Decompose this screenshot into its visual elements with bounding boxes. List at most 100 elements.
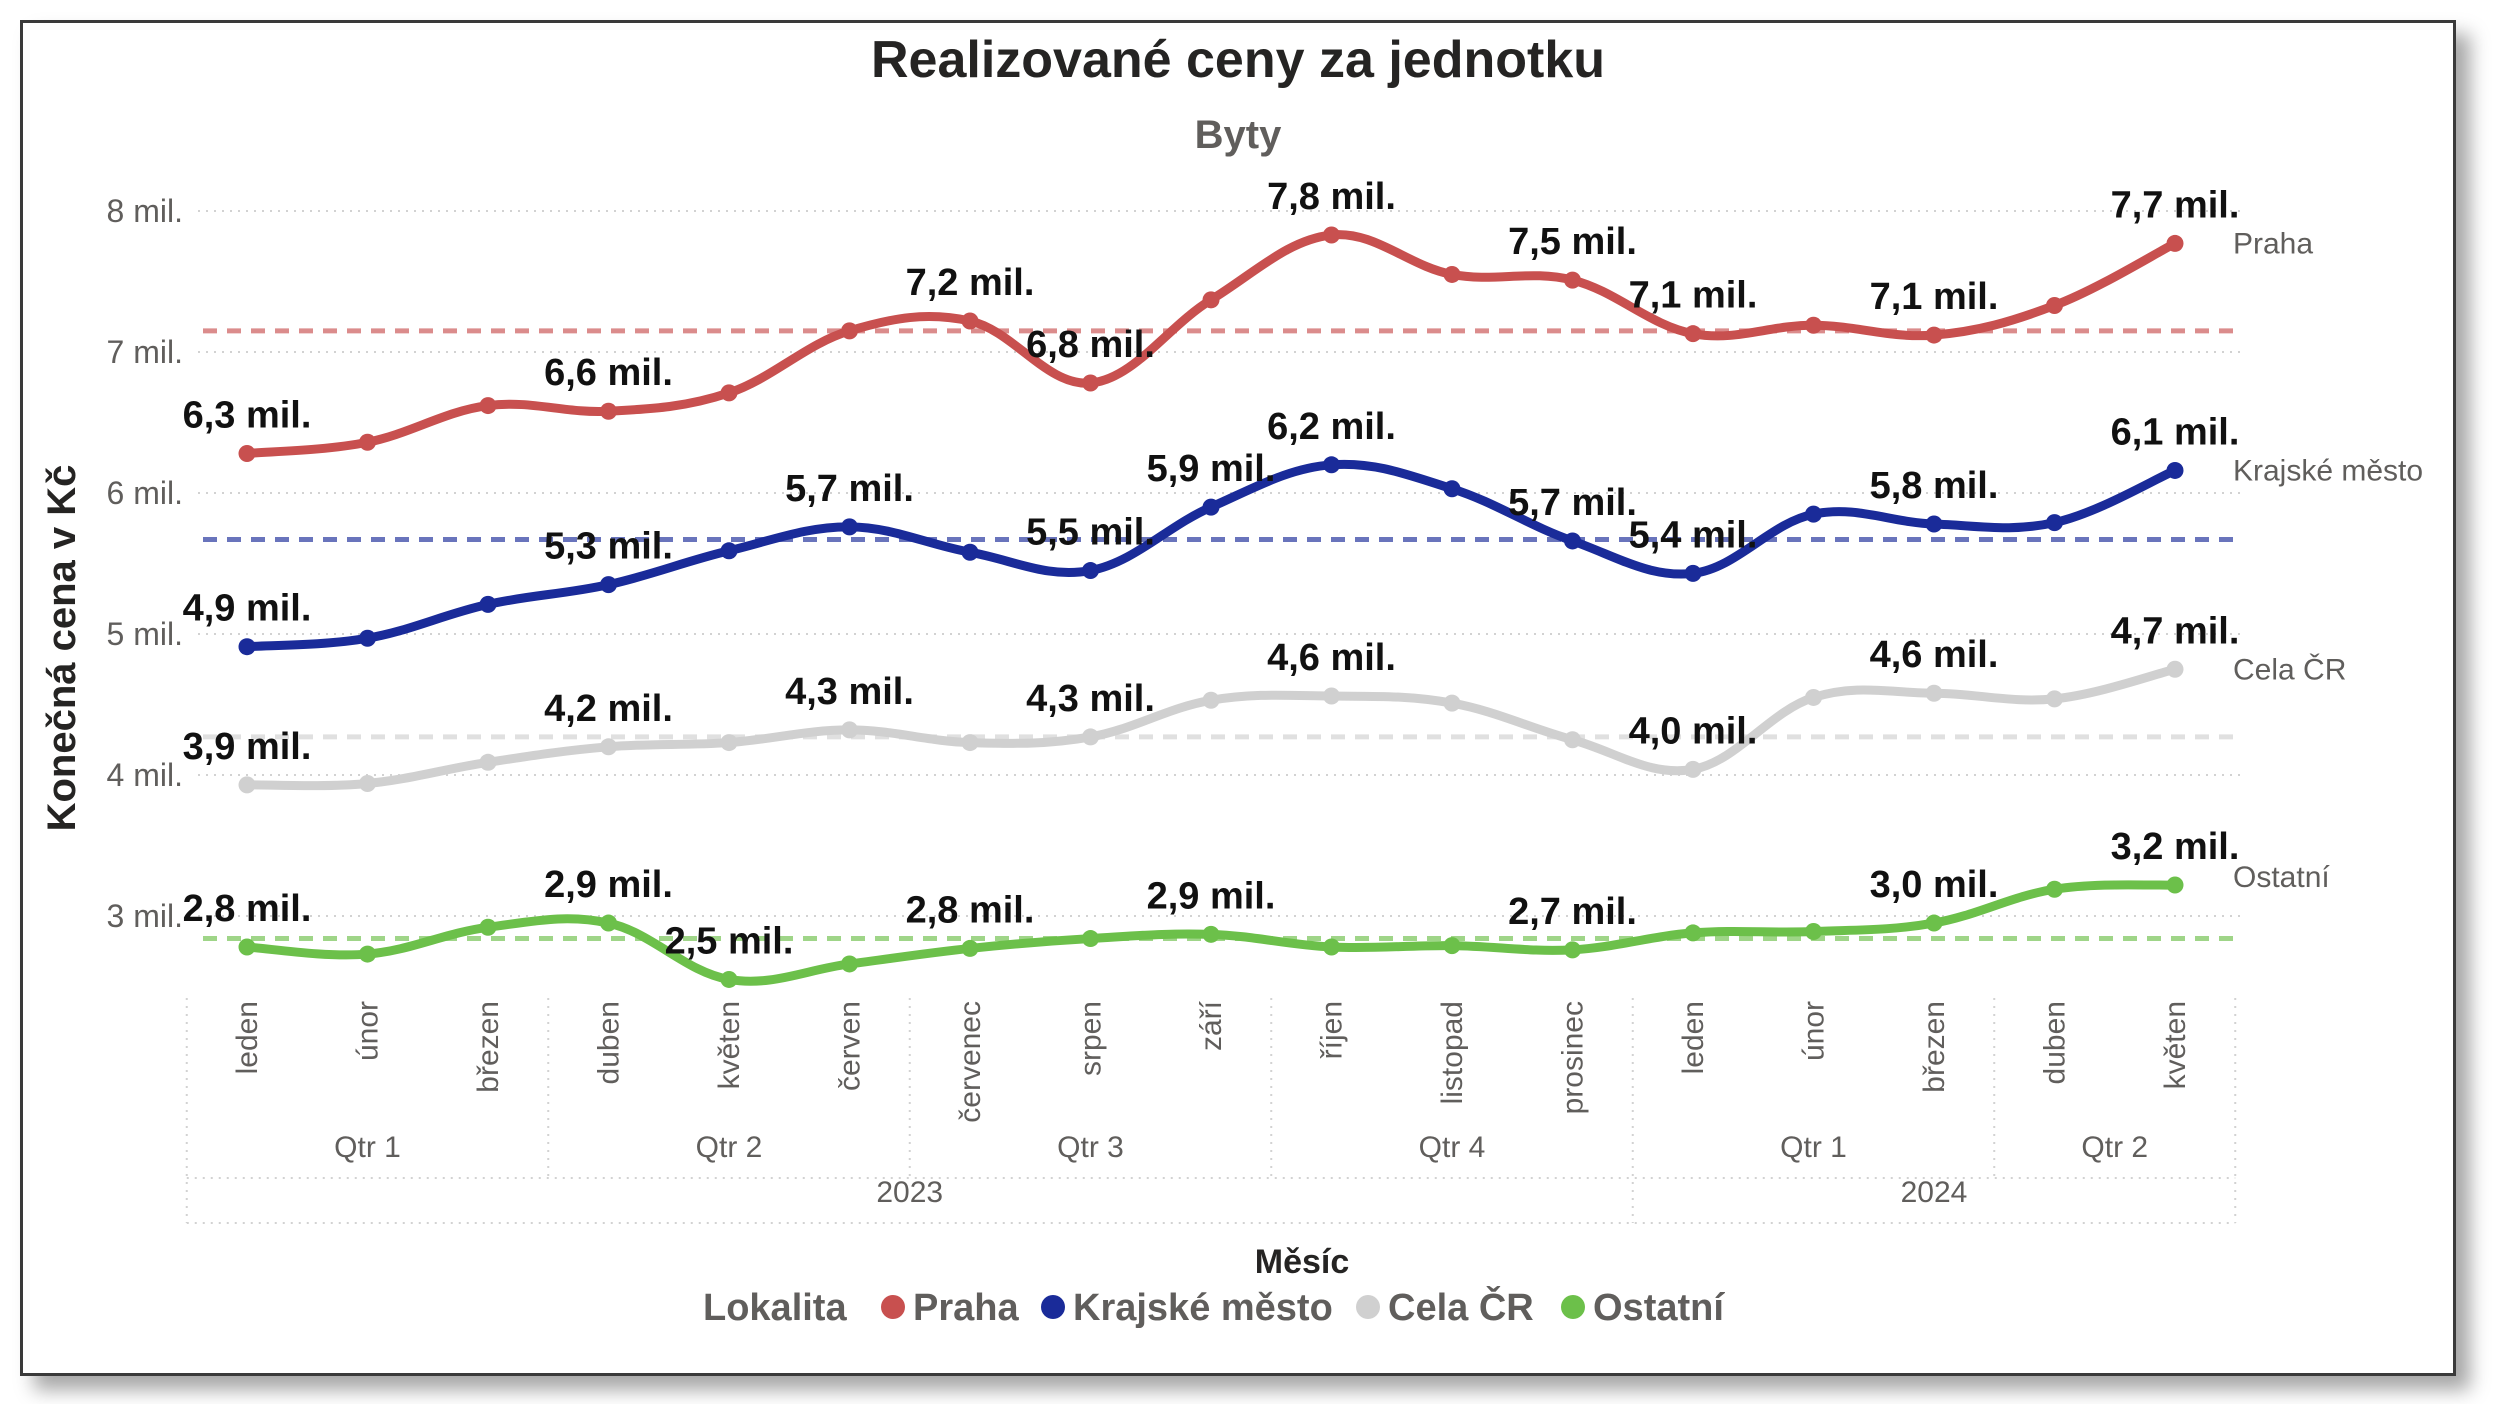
data-point[interactable]	[720, 542, 738, 560]
data-point[interactable]	[359, 629, 376, 647]
data-point[interactable]	[841, 322, 858, 340]
x-tick-label: květen	[2159, 1001, 2192, 1089]
data-point[interactable]	[359, 774, 376, 792]
x-tick-label: březen	[1918, 1001, 1951, 1093]
data-point[interactable]	[1564, 532, 1581, 550]
data-label: 5,7 mil.	[1508, 482, 1637, 524]
data-point[interactable]	[1443, 694, 1461, 712]
data-label: 3,2 mil.	[2111, 826, 2240, 868]
line-chart: Realizované ceny za jednotku Byty Konečn…	[40, 31, 2423, 1329]
data-point[interactable]	[1323, 226, 1340, 244]
data-label: 3,9 mil.	[183, 726, 312, 768]
data-point[interactable]	[841, 721, 858, 739]
data-point[interactable]	[1202, 925, 1220, 943]
legend-marker	[1356, 1295, 1380, 1319]
data-point[interactable]	[1805, 505, 1822, 523]
data-label: 5,8 mil.	[1870, 465, 1999, 507]
data-point[interactable]	[479, 397, 497, 415]
gridlines: 3 mil. 4 mil. 5 mil. 6 mil. 7 mil. 8 mil.	[107, 193, 2243, 934]
data-point[interactable]	[720, 970, 738, 988]
data-label: 7,2 mil.	[906, 262, 1035, 304]
data-point[interactable]	[841, 518, 858, 536]
data-point[interactable]	[961, 939, 979, 957]
data-point[interactable]	[841, 955, 858, 973]
data-point[interactable]	[961, 543, 979, 561]
data-point[interactable]	[1323, 456, 1340, 474]
data-point[interactable]	[238, 445, 256, 463]
series-line	[242, 230, 2180, 459]
data-point[interactable]	[720, 384, 738, 402]
data-point[interactable]	[2046, 880, 2063, 898]
legend-item[interactable]: Praha	[881, 1287, 1019, 1329]
data-point[interactable]	[1564, 731, 1581, 749]
legend-marker	[1041, 1295, 1065, 1319]
data-point[interactable]	[1925, 326, 1943, 344]
data-point[interactable]	[1684, 924, 1702, 942]
data-point[interactable]	[1805, 316, 1822, 334]
data-point[interactable]	[600, 402, 617, 420]
x-tick-label: duben	[593, 1001, 626, 1084]
quarter-label: Qtr 2	[2081, 1131, 2148, 1164]
data-point[interactable]	[1443, 265, 1461, 283]
data-point[interactable]	[1202, 691, 1220, 709]
data-point[interactable]	[1082, 562, 1099, 580]
data-point[interactable]	[1684, 564, 1702, 582]
data-label: 7,1 mil.	[1870, 276, 1999, 318]
data-point[interactable]	[1323, 687, 1340, 705]
legend-item[interactable]: Ostatní	[1561, 1287, 1725, 1329]
data-point[interactable]	[2166, 234, 2184, 252]
legend-item[interactable]: Cela ČR	[1356, 1284, 1534, 1329]
data-point[interactable]	[1684, 325, 1702, 343]
data-point[interactable]	[2166, 660, 2184, 678]
legend-label: Krajské město	[1073, 1287, 1333, 1329]
data-point[interactable]	[600, 576, 617, 594]
data-point[interactable]	[1925, 515, 1943, 533]
data-label: 7,1 mil.	[1629, 275, 1758, 317]
data-point[interactable]	[1082, 374, 1099, 392]
data-point[interactable]	[1925, 914, 1943, 932]
data-point[interactable]	[2046, 514, 2063, 532]
data-label: 4,3 mil.	[1026, 678, 1155, 720]
data-point[interactable]	[1082, 728, 1099, 746]
data-point[interactable]	[961, 312, 979, 330]
x-axis-label: Měsíc	[1255, 1243, 1350, 1281]
data-point[interactable]	[1805, 923, 1822, 941]
data-point[interactable]	[2166, 876, 2184, 894]
data-point[interactable]	[2166, 461, 2184, 479]
x-tick-label: leden	[1677, 1001, 1710, 1074]
data-point[interactable]	[479, 918, 497, 936]
data-point[interactable]	[1202, 291, 1220, 309]
data-point[interactable]	[238, 776, 256, 794]
data-point[interactable]	[2046, 690, 2063, 708]
data-point[interactable]	[1443, 937, 1461, 955]
year-label: 2024	[1901, 1176, 1968, 1209]
data-point[interactable]	[1443, 480, 1461, 498]
data-point[interactable]	[238, 938, 256, 956]
x-tick-label: únor	[1798, 1001, 1831, 1061]
data-point[interactable]	[1564, 271, 1581, 289]
data-point[interactable]	[1684, 760, 1702, 778]
data-point[interactable]	[1564, 941, 1581, 959]
data-point[interactable]	[961, 734, 979, 752]
data-label: 2,5 mil.	[665, 920, 794, 962]
data-point[interactable]	[2046, 296, 2063, 314]
chart-subtitle: Byty	[1195, 113, 1282, 157]
data-point[interactable]	[1323, 938, 1340, 956]
data-point[interactable]	[720, 734, 738, 752]
data-point[interactable]	[479, 595, 497, 613]
data-label: 4,6 mil.	[1267, 637, 1396, 679]
data-point[interactable]	[1082, 930, 1099, 948]
data-point[interactable]	[1925, 684, 1943, 702]
data-label: 2,7 mil.	[1508, 891, 1637, 933]
data-point[interactable]	[238, 638, 256, 656]
data-point[interactable]	[359, 945, 376, 963]
data-point[interactable]	[600, 914, 617, 932]
data-point[interactable]	[479, 753, 497, 771]
data-point[interactable]	[359, 433, 376, 451]
legend-item[interactable]: Krajské město	[1041, 1287, 1333, 1329]
data-point[interactable]	[600, 738, 617, 756]
y-tick-label: 8 mil.	[107, 193, 183, 229]
series-group	[238, 226, 2184, 988]
data-point[interactable]	[1805, 688, 1822, 706]
data-point[interactable]	[1202, 498, 1220, 516]
